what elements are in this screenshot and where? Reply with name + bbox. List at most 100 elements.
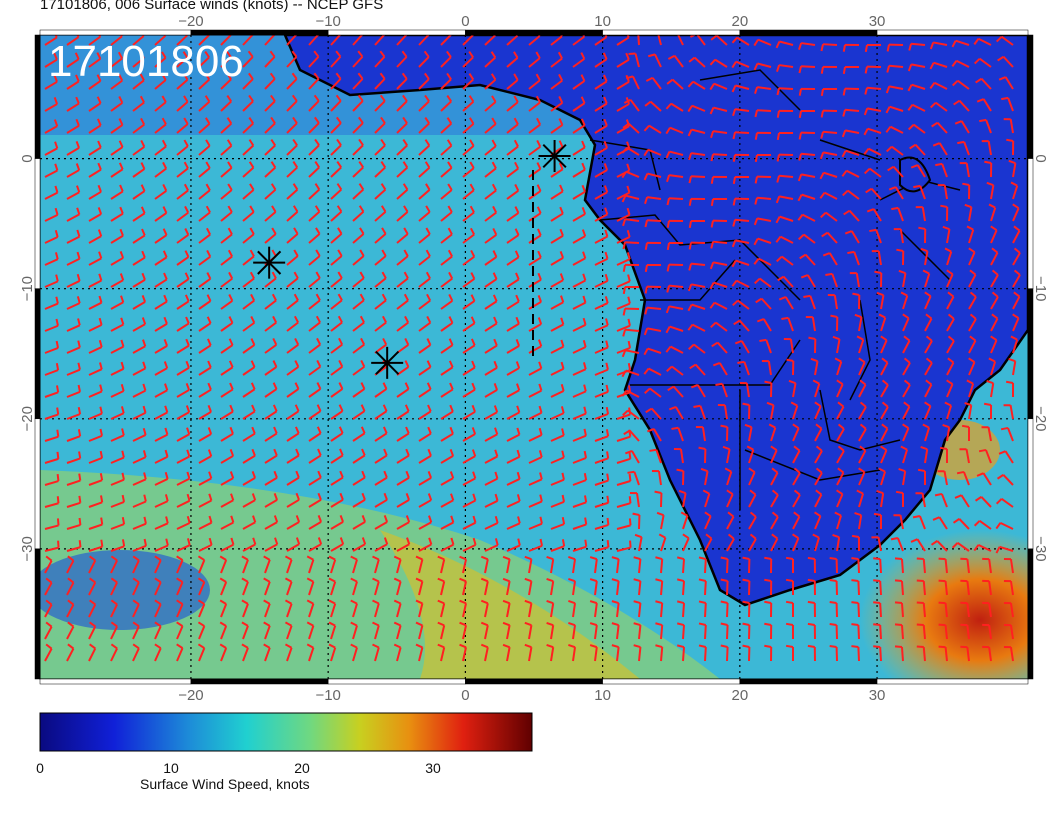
wind-barb [415, 643, 424, 662]
wind-barb [990, 225, 998, 244]
wind-barb [568, 556, 577, 574]
wind-barb [657, 35, 662, 46]
wind-barb [594, 273, 609, 288]
wind-barb [785, 556, 794, 574]
wind-barb [688, 175, 706, 184]
wind-barb [1012, 313, 1020, 332]
wind-barb [415, 577, 424, 596]
wind-barb [374, 183, 387, 200]
wind-barb [902, 379, 911, 398]
wind-barb [242, 493, 257, 508]
wind-barb [88, 317, 103, 332]
wind-barb [308, 382, 322, 398]
wind-barb [665, 150, 684, 159]
wind-barb [946, 291, 955, 310]
wind-barb [812, 379, 821, 398]
wind-barb [894, 623, 904, 640]
wind-barb [864, 86, 882, 95]
wind-barb [176, 515, 191, 530]
wind-barb [197, 599, 206, 618]
wind-barb [851, 557, 860, 574]
wind-barb [990, 291, 999, 310]
wind-barb [781, 316, 794, 332]
wind-barb [863, 147, 882, 156]
wind-barb [241, 555, 249, 574]
lon-tick-label-bottom: 20 [731, 687, 748, 704]
wind-barb [374, 35, 386, 46]
wind-barb [484, 95, 497, 112]
wind-barb [777, 275, 794, 288]
wind-barb [918, 226, 927, 244]
wind-barb [242, 271, 255, 288]
wind-barb [836, 401, 845, 420]
wind-barb [440, 515, 455, 530]
wind-barb [197, 577, 206, 596]
wind-barb [459, 555, 467, 574]
wind-barb [242, 50, 254, 68]
wind-barb [676, 578, 686, 596]
wind-barb [110, 643, 118, 662]
wind-barb [676, 468, 685, 486]
wind-barb [484, 73, 497, 90]
wind-barb [524, 577, 533, 596]
wind-barb [742, 556, 751, 574]
wind-barb [198, 316, 212, 332]
wind-barb [710, 240, 728, 249]
wind-barb [622, 218, 640, 227]
wind-barb [748, 533, 757, 552]
wind-barb [264, 470, 278, 486]
wind-barb [568, 622, 577, 640]
wind-barb [154, 599, 162, 618]
wind-barb [506, 117, 519, 134]
wind-barb [176, 471, 191, 486]
wind-barb [440, 227, 453, 244]
wind-barb [308, 205, 321, 222]
wind-barb [132, 272, 146, 288]
wind-barb [264, 493, 279, 508]
wind-barb [88, 140, 102, 156]
wind-barb [264, 404, 278, 420]
wind-barb [154, 643, 162, 662]
wind-barb [990, 313, 999, 332]
wind-barb [242, 316, 256, 332]
wind-barb [938, 557, 948, 574]
wind-barb [873, 623, 882, 640]
wind-barb [528, 339, 543, 354]
wind-barb [484, 405, 499, 420]
wind-barb [1003, 579, 1014, 596]
wind-barb [654, 490, 663, 508]
wind-barb [572, 384, 587, 398]
wind-barb [711, 341, 728, 354]
wind-barb [286, 116, 298, 134]
wind-barb [611, 622, 620, 640]
wind-barb [753, 62, 772, 71]
wind-barb [528, 450, 543, 464]
wind-barb [528, 494, 543, 508]
wind-barb [352, 50, 364, 68]
wind-barb [568, 644, 577, 662]
wind-barb [550, 383, 565, 398]
wind-barb [783, 338, 794, 354]
wind-barb [440, 117, 453, 134]
wind-barb [328, 643, 337, 662]
wind-barb [393, 555, 402, 574]
wind-barb [616, 296, 631, 310]
wind-barb [873, 645, 882, 662]
wind-barb [871, 536, 882, 552]
wind-barb [886, 43, 904, 52]
wind-barb [88, 251, 103, 266]
wind-barb [594, 96, 608, 112]
wind-barb [242, 293, 256, 310]
wind-barb [308, 35, 320, 46]
wind-barb [264, 537, 279, 552]
wind-barb [528, 405, 543, 420]
wind-barb [396, 35, 408, 46]
wind-barb [132, 228, 146, 244]
wind-barb [220, 50, 232, 68]
wind-barb [88, 118, 102, 134]
wind-barb [437, 577, 446, 596]
wind-barb [572, 74, 586, 90]
wind-barb [154, 471, 169, 486]
wind-barb [88, 621, 97, 640]
wind-barb [742, 578, 751, 596]
